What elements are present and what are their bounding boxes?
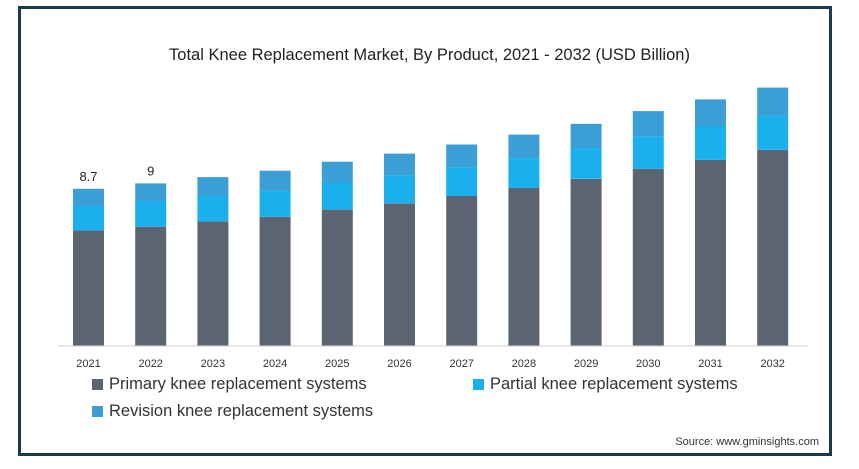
bar-primary-2021 — [73, 230, 104, 346]
bars-group — [73, 87, 789, 346]
x-tick-label-2026: 2026 — [387, 358, 411, 370]
bar-revision-2029 — [570, 123, 602, 149]
bar-partial-2021 — [73, 206, 104, 231]
source-note: Source: www.gminsights.com — [675, 436, 819, 448]
bar-revision-2030 — [632, 111, 664, 137]
legend-label-revision: Revision knee replacement systems — [109, 402, 374, 420]
bar-partial-2022 — [135, 201, 167, 227]
bar-primary-2026 — [384, 203, 415, 346]
bar-revision-2021 — [73, 188, 104, 206]
bar-primary-2027 — [446, 196, 478, 346]
bar-revision-2031 — [695, 99, 726, 127]
x-tick-label-2021: 2021 — [76, 358, 100, 370]
bar-primary-2032 — [757, 150, 789, 346]
legend-item-partial: Partial knee replacement systems — [473, 375, 738, 394]
bar-primary-2022 — [135, 226, 167, 346]
x-tick-label-2030: 2030 — [636, 358, 660, 370]
bar-partial-2031 — [695, 126, 726, 160]
bar-primary-2023 — [197, 221, 229, 346]
bar-partial-2030 — [632, 136, 664, 169]
bar-revision-2028 — [508, 134, 540, 159]
bar-revision-2032 — [757, 87, 789, 116]
bar-revision-2024 — [259, 170, 291, 191]
bar-partial-2023 — [197, 196, 229, 222]
bar-revision-2025 — [321, 161, 353, 183]
legend-swatch-partial — [473, 379, 484, 390]
bar-partial-2024 — [259, 190, 291, 217]
bar-partial-2027 — [446, 167, 478, 196]
legend-item-revision: Revision knee replacement systems — [92, 402, 373, 421]
bar-revision-2023 — [197, 177, 229, 197]
bar-primary-2031 — [695, 159, 726, 346]
chart-title: Total Knee Replacement Market, By Produc… — [169, 46, 690, 64]
legend-item-primary: Primary knee replacement systems — [92, 375, 367, 394]
x-tick-label-2028: 2028 — [512, 358, 536, 370]
bar-partial-2026 — [384, 175, 415, 204]
labels-group: 2021 8.7 2022 9 2023 2024 2025 2026 2027 2028 2029… — [76, 163, 785, 370]
bar-partial-2025 — [321, 182, 353, 210]
x-tick-label-2022: 2022 — [138, 358, 162, 370]
x-tick-label-2031: 2031 — [698, 358, 722, 370]
bar-partial-2032 — [757, 115, 789, 150]
bar-partial-2029 — [570, 148, 602, 179]
data-label-2022: 9 — [147, 163, 154, 178]
legend-label-partial: Partial knee replacement systems — [490, 375, 738, 393]
bar-primary-2029 — [570, 178, 602, 346]
bar-primary-2030 — [632, 168, 664, 346]
x-tick-label-2024: 2024 — [263, 358, 287, 370]
x-tick-label-2032: 2032 — [760, 358, 784, 370]
x-tick-label-2025: 2025 — [325, 358, 349, 370]
bar-primary-2025 — [321, 209, 353, 346]
bar-primary-2024 — [259, 216, 291, 346]
bar-revision-2027 — [446, 144, 478, 168]
data-label-2021: 8.7 — [79, 169, 97, 184]
bar-revision-2022 — [135, 183, 167, 202]
x-tick-label-2023: 2023 — [201, 358, 225, 370]
x-tick-label-2029: 2029 — [574, 358, 598, 370]
bar-primary-2028 — [508, 187, 540, 346]
bar-revision-2026 — [384, 153, 415, 176]
legend-label-primary: Primary knee replacement systems — [109, 375, 367, 393]
bar-partial-2028 — [508, 158, 540, 188]
x-tick-label-2027: 2027 — [449, 358, 473, 370]
legend-swatch-primary — [92, 379, 103, 390]
legend-swatch-revision — [92, 406, 103, 417]
